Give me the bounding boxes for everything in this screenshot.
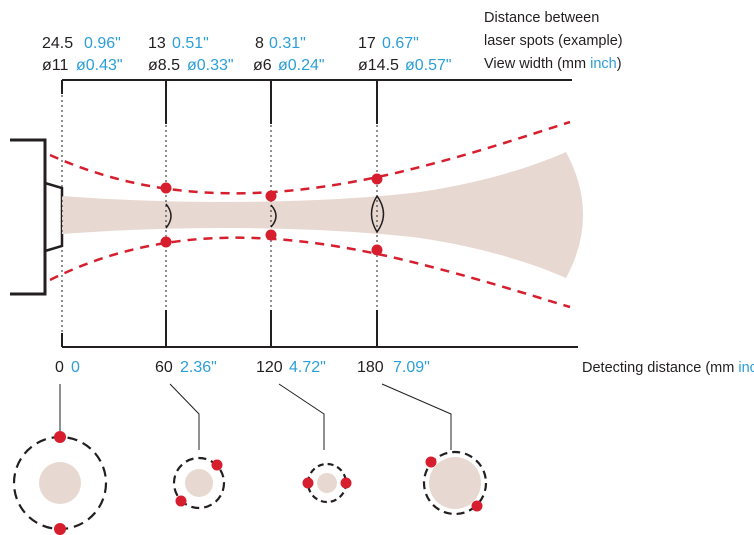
view-width-arc-180 xyxy=(370,195,385,234)
spot-separation-mm-60: 13 xyxy=(148,35,166,52)
legend-detecting-distance: Detecting distance (mm inch) xyxy=(582,360,754,376)
laser-spot xyxy=(160,182,172,194)
cross-section-60 xyxy=(172,456,226,510)
cross-section-0 xyxy=(12,431,108,535)
view-width-mm-120: ø6 xyxy=(253,57,272,74)
spot-separation-in-180: 0.67" xyxy=(382,35,419,52)
light-beam xyxy=(62,152,583,278)
spot-separation-in-60: 0.51" xyxy=(172,35,209,52)
distance-mm-180: 180 xyxy=(357,359,384,376)
view-width-mm-180: ø14.5 xyxy=(358,57,399,74)
distance-in-60: 2.36" xyxy=(180,359,217,376)
sensor-lens xyxy=(44,181,64,253)
laser-spot xyxy=(371,173,383,185)
view-width-arc-120 xyxy=(270,204,277,228)
spot-separation-in-0: 0.96" xyxy=(84,35,121,52)
distance-mm-60: 60 xyxy=(155,359,173,376)
distance-in-0: 0 xyxy=(71,359,80,376)
view-width-in-0: ø0.43" xyxy=(76,57,123,74)
legend-spots-line2: laser spots (example) xyxy=(484,33,623,49)
distance-mm-120: 120 xyxy=(256,359,283,376)
leader-line-60 xyxy=(169,383,200,450)
view-width-in-60: ø0.33" xyxy=(187,57,234,74)
view-width-arc-60 xyxy=(165,203,172,229)
sensor-head xyxy=(10,138,47,296)
view-width-mm-60: ø8.5 xyxy=(148,57,180,74)
leader-line-180 xyxy=(381,383,452,450)
laser-line-bottom xyxy=(49,236,571,309)
laser-spot xyxy=(160,236,172,248)
view-width-mm-0: ø11 xyxy=(42,57,68,74)
cross-section-120 xyxy=(302,462,352,504)
distance-mm-0: 0 xyxy=(55,359,64,376)
distance-in-120: 4.72" xyxy=(289,359,326,376)
leader-line-120 xyxy=(278,383,325,450)
spot-separation-mm-120: 8 xyxy=(255,35,264,52)
spot-separation-in-120: 0.31" xyxy=(269,35,306,52)
distance-in-180: 7.09" xyxy=(393,359,430,376)
legend-spots-line1: Distance between xyxy=(484,10,599,26)
cross-section-180 xyxy=(422,450,488,516)
laser-line-top xyxy=(49,120,571,195)
laser-spot xyxy=(371,244,383,256)
laser-spot xyxy=(265,190,277,202)
laser-spot xyxy=(265,229,277,241)
view-width-in-180: ø0.57" xyxy=(405,57,452,74)
spot-separation-mm-180: 17 xyxy=(358,35,376,52)
tick-segments xyxy=(61,80,378,347)
spot-separation-mm-0: 24.5 xyxy=(42,35,73,52)
view-width-in-120: ø0.24" xyxy=(278,57,325,74)
legend-view-width: View width (mm inch) xyxy=(484,56,622,72)
